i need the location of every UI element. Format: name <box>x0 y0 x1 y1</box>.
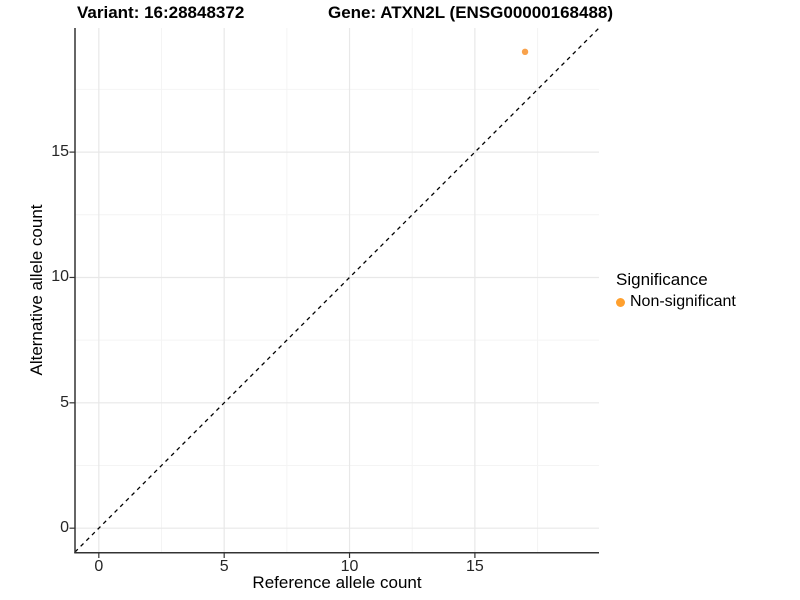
data-point <box>521 48 529 56</box>
y-axis-title: Alternative allele count <box>27 204 46 376</box>
plot-title-variant: Variant: 16:28848372 <box>77 3 245 22</box>
y-tick-label: 10 <box>51 268 69 286</box>
legend-items: Non-significant <box>616 293 736 311</box>
y-tick-label: 15 <box>51 143 69 161</box>
plot-title-gene: Gene: ATXN2L (ENSG00000168488) <box>328 3 614 22</box>
y-tick-label: 0 <box>60 519 69 537</box>
x-tick-label: 0 <box>94 558 104 575</box>
legend-point-icon <box>616 297 625 307</box>
legend-item-label: Non-significant <box>630 293 736 310</box>
x-tick-label: 5 <box>219 558 229 575</box>
legend-item: Non-significant <box>616 293 736 311</box>
x-axis-title: Reference allele count <box>252 573 422 592</box>
x-tick-label: 15 <box>465 558 484 575</box>
x-tick-label: 10 <box>340 558 359 575</box>
legend-title: Significance <box>616 270 708 289</box>
identity-reference-line <box>74 27 600 553</box>
y-tick-label: 5 <box>60 393 69 411</box>
legend: Significance Non-significant <box>616 270 736 311</box>
